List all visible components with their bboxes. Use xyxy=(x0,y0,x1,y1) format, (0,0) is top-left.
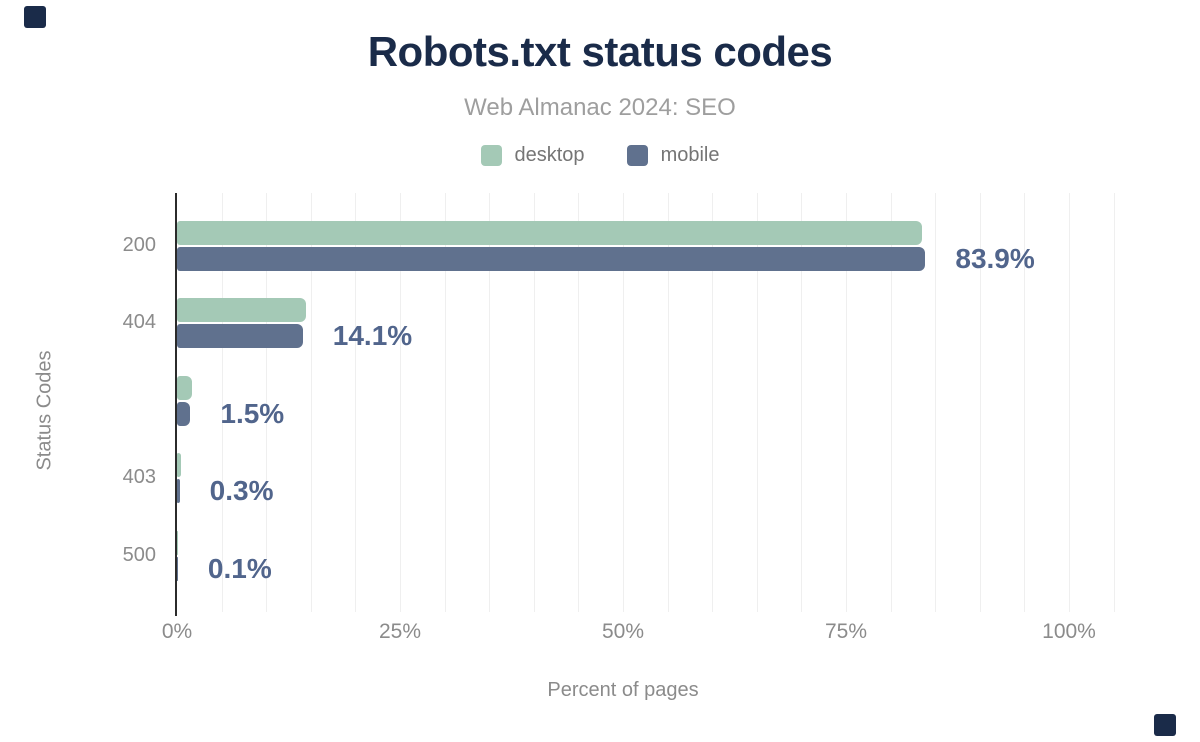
gridline-100 xyxy=(1069,193,1070,612)
bar-desktop-500 xyxy=(177,530,178,555)
gridline-90 xyxy=(979,193,981,612)
legend-label-mobile: mobile xyxy=(660,144,720,166)
gridline-85 xyxy=(935,193,937,612)
gridline-25 xyxy=(400,193,401,612)
plot-area: 83.9% 14.1% 1.5% 0.3% 0.1% xyxy=(175,193,1115,616)
x-axis-label: Percent of pages xyxy=(547,679,699,701)
category-label-500: 500 xyxy=(122,543,156,566)
x-tick-100: 100% xyxy=(1042,620,1096,643)
bar-desktop-404 xyxy=(177,298,307,323)
corner-square-top-left xyxy=(24,6,46,28)
gridline-15 xyxy=(310,193,312,612)
bar-mobile-200 xyxy=(177,247,926,271)
x-tick-0: 0% xyxy=(161,620,193,643)
legend: desktop mobile xyxy=(0,144,1200,167)
gridline-80 xyxy=(890,193,892,612)
corner-square-bottom-right xyxy=(1154,714,1176,736)
x-tick-50: 50% xyxy=(601,620,645,643)
value-label-row3: 1.5% xyxy=(220,397,285,429)
category-label-404: 404 xyxy=(122,311,156,334)
gridline-20 xyxy=(355,193,357,612)
y-axis-label: Status Codes xyxy=(33,350,56,471)
category-label-200: 200 xyxy=(122,234,156,256)
chart-title: Robots.txt status codes xyxy=(367,28,833,75)
category-label-403: 403 xyxy=(122,466,156,489)
gridline-10 xyxy=(266,193,268,612)
gridline-30 xyxy=(444,193,446,612)
legend-item-desktop: desktop xyxy=(480,144,585,167)
gridline-95 xyxy=(1024,193,1026,612)
gridline-75 xyxy=(846,193,847,612)
gridline-40 xyxy=(533,193,535,612)
value-label-200: 83.9% xyxy=(955,243,1035,274)
value-label-403: 0.3% xyxy=(209,475,274,507)
value-label-404: 14.1% xyxy=(332,320,413,352)
gridline-50 xyxy=(623,193,624,612)
bar-desktop-403 xyxy=(177,453,181,478)
gridline-70 xyxy=(801,193,803,612)
gridline-65 xyxy=(756,193,758,612)
legend-item-mobile: mobile xyxy=(626,144,720,167)
x-tick-25: 25% xyxy=(378,620,422,643)
bar-desktop-200 xyxy=(177,221,922,245)
y-axis-line xyxy=(175,193,177,616)
gridline-60 xyxy=(712,193,714,612)
legend-swatch-desktop xyxy=(480,145,502,166)
gridline-55 xyxy=(667,193,669,612)
bar-mobile-403 xyxy=(177,479,180,504)
x-tick-75: 75% xyxy=(824,620,868,643)
chart-subtitle: Web Almanac 2024: SEO xyxy=(464,94,736,121)
legend-swatch-mobile xyxy=(626,145,648,166)
gridline-35 xyxy=(489,193,491,612)
gridline-45 xyxy=(578,193,580,612)
value-label-500: 0.1% xyxy=(207,552,272,584)
bar-desktop-row3 xyxy=(177,375,193,400)
bar-mobile-404 xyxy=(177,324,303,349)
gridline-5 xyxy=(221,193,223,612)
bar-mobile-500 xyxy=(177,556,178,581)
gridline-105 xyxy=(1113,193,1115,612)
legend-label-desktop: desktop xyxy=(514,144,585,166)
bar-mobile-row3 xyxy=(177,401,191,426)
